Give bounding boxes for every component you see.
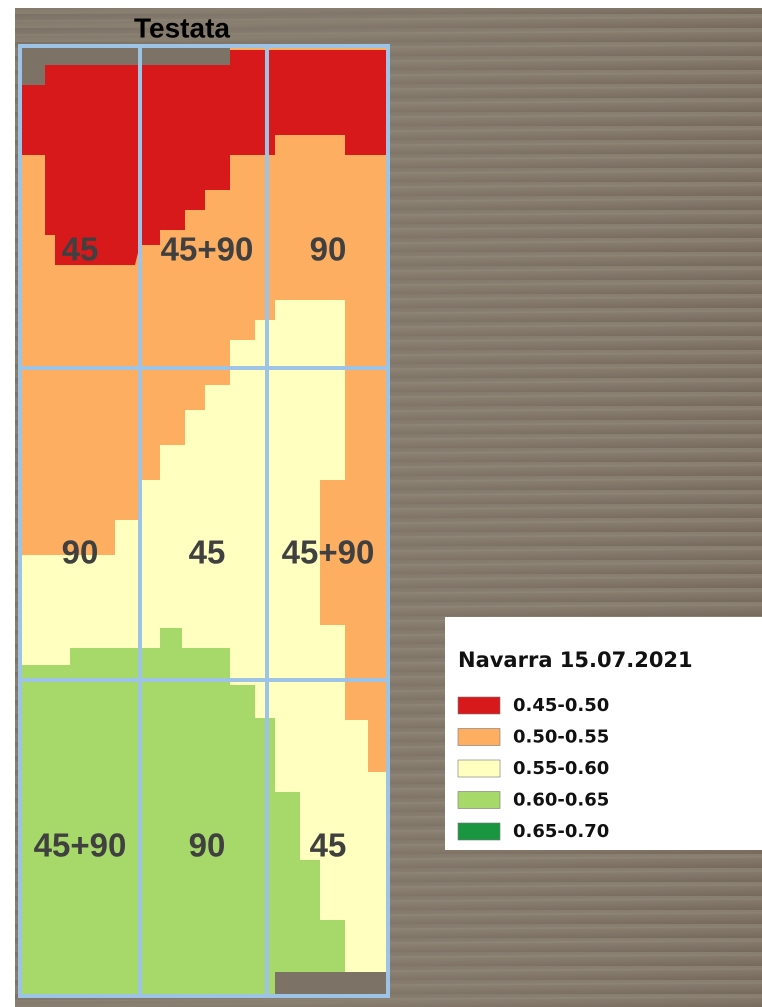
legend-swatch [458, 760, 500, 777]
legend-title: Navarra 15.07.2021 [458, 648, 693, 672]
legend-swatch [458, 792, 500, 809]
legend-swatch [458, 697, 500, 714]
legend-label: 0.55-0.60 [513, 758, 609, 779]
cell-label: 45+90 [282, 534, 375, 571]
cell-label: 45 [310, 827, 347, 864]
title: Testata [134, 12, 230, 43]
cell-label: 90 [310, 231, 347, 268]
margin [0, 0, 15, 1007]
cell-label: 45 [62, 231, 99, 268]
legend-label: 0.45-0.50 [513, 695, 609, 716]
bare-soil [275, 972, 388, 996]
bare-soil [20, 65, 45, 85]
cell-label: 90 [62, 534, 99, 571]
cell-label: 90 [189, 827, 226, 864]
cell-label: 45+90 [161, 231, 254, 268]
legend-label: 0.50-0.55 [513, 727, 609, 748]
margin [0, 0, 762, 8]
cell-label: 45+90 [34, 827, 127, 864]
map: Testata 45 45+90 90 90 45 45+90 45+90 90 45 Nava… [0, 0, 762, 1007]
legend: Navarra 15.07.2021 0.45-0.50 0.50-0.55 0.5… [445, 617, 762, 850]
legend-label: 0.60-0.65 [513, 790, 609, 811]
legend-swatch [458, 823, 500, 840]
page: Testata 45 45+90 90 90 45 45+90 45+90 90 45 Nava… [0, 0, 762, 1007]
legend-swatch [458, 729, 500, 746]
cell-label: 45 [189, 534, 226, 571]
bare-soil [20, 46, 230, 65]
legend-label: 0.65-0.70 [513, 821, 609, 842]
